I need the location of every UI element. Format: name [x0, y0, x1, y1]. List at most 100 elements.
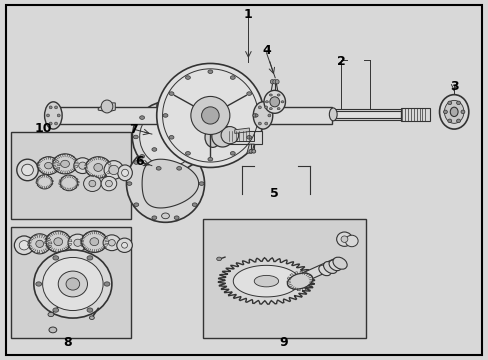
Ellipse shape — [204, 127, 220, 147]
Ellipse shape — [251, 149, 255, 153]
Ellipse shape — [17, 159, 38, 181]
Bar — [227, 131, 254, 141]
Bar — [331, 111, 400, 118]
Ellipse shape — [267, 114, 270, 117]
Ellipse shape — [36, 282, 41, 286]
Ellipse shape — [336, 232, 351, 246]
Polygon shape — [233, 265, 299, 297]
Ellipse shape — [447, 101, 451, 105]
Ellipse shape — [66, 278, 80, 290]
Ellipse shape — [140, 108, 198, 166]
Text: 5: 5 — [270, 187, 279, 200]
Ellipse shape — [253, 102, 272, 129]
Ellipse shape — [61, 160, 69, 167]
Ellipse shape — [122, 242, 127, 248]
Ellipse shape — [108, 239, 115, 246]
Bar — [331, 109, 400, 120]
Ellipse shape — [104, 161, 123, 179]
Ellipse shape — [277, 94, 280, 96]
Ellipse shape — [55, 106, 58, 109]
Ellipse shape — [89, 316, 94, 319]
Ellipse shape — [246, 92, 251, 95]
Ellipse shape — [449, 107, 457, 117]
Polygon shape — [246, 144, 254, 153]
Ellipse shape — [272, 80, 276, 84]
Ellipse shape — [37, 175, 52, 189]
Ellipse shape — [44, 162, 52, 169]
Ellipse shape — [48, 312, 54, 317]
Ellipse shape — [265, 101, 268, 103]
Ellipse shape — [192, 203, 197, 206]
Ellipse shape — [174, 216, 179, 220]
Ellipse shape — [340, 236, 347, 242]
Ellipse shape — [127, 182, 132, 185]
Polygon shape — [289, 259, 340, 286]
Bar — [210, 131, 261, 144]
Ellipse shape — [255, 114, 258, 117]
Ellipse shape — [275, 80, 279, 84]
Ellipse shape — [36, 240, 43, 247]
Ellipse shape — [58, 271, 87, 297]
Ellipse shape — [174, 148, 179, 151]
Ellipse shape — [207, 70, 212, 73]
Ellipse shape — [270, 80, 274, 84]
Ellipse shape — [269, 108, 272, 110]
Ellipse shape — [193, 116, 198, 120]
Ellipse shape — [287, 273, 312, 289]
Ellipse shape — [269, 97, 279, 107]
Ellipse shape — [161, 213, 169, 219]
Ellipse shape — [221, 127, 238, 144]
Ellipse shape — [105, 180, 112, 187]
Ellipse shape — [248, 149, 252, 153]
Bar — [400, 108, 429, 121]
Ellipse shape — [211, 126, 233, 147]
Ellipse shape — [192, 161, 197, 164]
Text: 7: 7 — [129, 123, 138, 136]
Ellipse shape — [264, 122, 267, 125]
Ellipse shape — [42, 257, 103, 311]
Ellipse shape — [54, 238, 62, 246]
Ellipse shape — [74, 158, 91, 174]
Text: 6: 6 — [135, 155, 143, 168]
Ellipse shape — [103, 235, 121, 251]
Ellipse shape — [118, 165, 132, 181]
Bar — [261, 107, 331, 124]
Ellipse shape — [101, 176, 117, 191]
Ellipse shape — [87, 308, 93, 312]
Ellipse shape — [439, 95, 468, 129]
Text: 9: 9 — [279, 336, 287, 348]
Ellipse shape — [74, 239, 81, 246]
Text: 8: 8 — [63, 336, 72, 348]
Ellipse shape — [456, 101, 460, 105]
Ellipse shape — [21, 164, 33, 176]
Ellipse shape — [38, 157, 59, 175]
Ellipse shape — [94, 163, 102, 171]
Ellipse shape — [53, 256, 59, 260]
Ellipse shape — [447, 119, 451, 123]
Ellipse shape — [199, 135, 204, 139]
Ellipse shape — [44, 102, 62, 129]
Ellipse shape — [134, 203, 139, 206]
Bar — [11, 132, 131, 220]
Ellipse shape — [193, 154, 198, 158]
Ellipse shape — [185, 152, 190, 155]
Ellipse shape — [152, 148, 157, 151]
Ellipse shape — [216, 257, 221, 261]
Text: 3: 3 — [449, 80, 458, 93]
Ellipse shape — [34, 250, 112, 318]
Ellipse shape — [101, 100, 113, 113]
Ellipse shape — [281, 101, 284, 103]
Ellipse shape — [185, 76, 190, 79]
Ellipse shape — [79, 162, 86, 169]
Ellipse shape — [60, 175, 78, 191]
Ellipse shape — [85, 157, 111, 178]
Ellipse shape — [323, 262, 336, 274]
Ellipse shape — [332, 257, 346, 269]
Ellipse shape — [46, 114, 49, 117]
Ellipse shape — [199, 182, 203, 185]
Ellipse shape — [169, 92, 174, 95]
Ellipse shape — [258, 122, 261, 125]
Bar — [11, 226, 131, 338]
Ellipse shape — [169, 135, 174, 139]
Ellipse shape — [19, 240, 29, 250]
